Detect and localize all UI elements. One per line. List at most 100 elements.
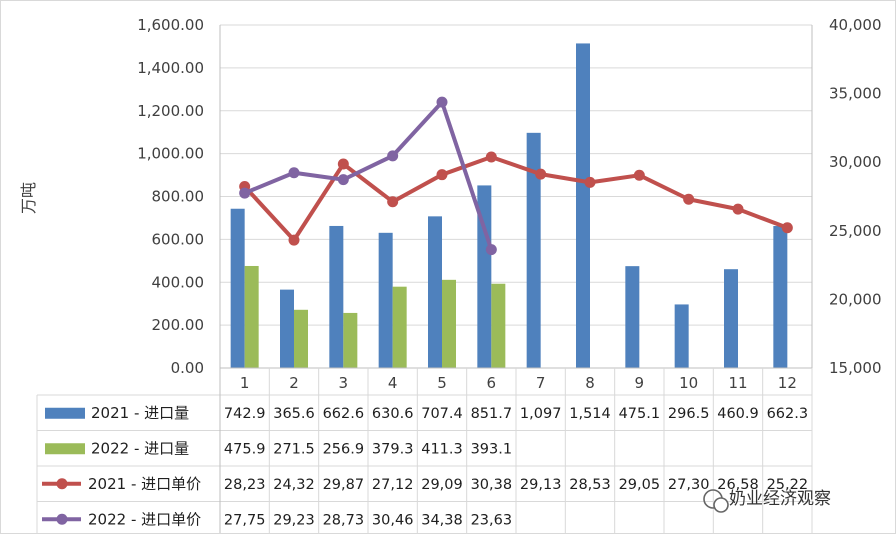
line-marker bbox=[781, 222, 793, 234]
data-label: 29,09 bbox=[421, 477, 463, 493]
series-line bbox=[243, 154, 789, 243]
bar bbox=[244, 265, 259, 368]
data-label: 742.9 bbox=[224, 406, 266, 422]
y2-tick-label: 15,000 bbox=[829, 359, 882, 377]
line-marker bbox=[387, 196, 399, 208]
data-label: 475.1 bbox=[619, 406, 661, 422]
data-label: 28,73 bbox=[323, 512, 365, 528]
wechat-icon bbox=[703, 489, 729, 513]
legend-swatch bbox=[56, 478, 68, 490]
bar bbox=[491, 283, 506, 368]
legend-label: 2021 - 进口单价 bbox=[88, 475, 201, 493]
data-label: 475.9 bbox=[224, 441, 266, 457]
line-marker bbox=[535, 168, 547, 180]
line-marker bbox=[337, 174, 349, 186]
bar bbox=[294, 309, 308, 368]
data-label: 29,05 bbox=[619, 477, 661, 493]
data-label: 662.6 bbox=[323, 406, 365, 422]
bar bbox=[625, 266, 640, 368]
data-label: 271.5 bbox=[273, 441, 315, 457]
y2-tick-label: 20,000 bbox=[829, 290, 882, 308]
y-tick-label: 0.00 bbox=[171, 359, 204, 377]
x-tick-label: 4 bbox=[388, 374, 398, 392]
data-label: 30,46 bbox=[372, 512, 414, 528]
data-label: 27,12 bbox=[372, 477, 414, 493]
data-label: 256.9 bbox=[323, 441, 365, 457]
legend-label: 2022 - 进口量 bbox=[91, 439, 189, 457]
line-marker bbox=[436, 96, 448, 108]
x-tick-label: 2 bbox=[289, 374, 299, 392]
x-tick-label: 10 bbox=[679, 374, 698, 392]
bar bbox=[773, 226, 788, 368]
data-label: 630.6 bbox=[372, 406, 414, 422]
line-marker bbox=[239, 187, 251, 199]
bar bbox=[428, 216, 442, 368]
x-tick-label: 3 bbox=[339, 374, 349, 392]
line-marker bbox=[485, 151, 497, 163]
legend-label: 2021 - 进口量 bbox=[91, 404, 189, 422]
bar bbox=[674, 304, 689, 368]
data-label: 30,38 bbox=[471, 477, 513, 493]
x-tick-label: 12 bbox=[778, 374, 797, 392]
y-tick-label: 1,200.00 bbox=[137, 102, 204, 120]
y2-tick-label: 40,000 bbox=[829, 16, 882, 34]
bar bbox=[477, 185, 492, 368]
line-marker bbox=[387, 150, 399, 162]
legend-swatch bbox=[45, 443, 85, 455]
line-marker bbox=[288, 234, 300, 246]
y-axis-title: 万吨 bbox=[19, 182, 38, 214]
watermark-text: 奶业经济观察 bbox=[729, 489, 831, 509]
legend-swatch bbox=[56, 513, 68, 525]
series-line bbox=[243, 100, 494, 251]
x-tick-label: 8 bbox=[585, 374, 595, 392]
data-label: 29,13 bbox=[520, 477, 562, 493]
data-label: 28,23 bbox=[224, 477, 266, 493]
bar bbox=[230, 208, 245, 368]
line-marker bbox=[633, 169, 645, 181]
line-marker bbox=[732, 203, 744, 215]
data-label: 26,58 bbox=[717, 477, 759, 493]
data-label: 27,75 bbox=[224, 512, 266, 528]
y-tick-label: 200.00 bbox=[152, 316, 205, 334]
data-label: 1,097 bbox=[520, 406, 562, 422]
data-label: 29,87 bbox=[323, 477, 365, 493]
bar bbox=[576, 43, 590, 368]
bar bbox=[329, 225, 344, 368]
y-tick-label: 400.00 bbox=[152, 273, 205, 291]
x-tick-label: 11 bbox=[728, 374, 747, 392]
line-marker bbox=[288, 167, 300, 179]
data-label: 25,22 bbox=[767, 477, 809, 493]
y-tick-label: 1,400.00 bbox=[137, 59, 204, 77]
data-label: 24,32 bbox=[273, 477, 315, 493]
data-label: 460.9 bbox=[717, 406, 759, 422]
data-label: 27,30 bbox=[668, 477, 710, 493]
x-tick-label: 7 bbox=[536, 374, 546, 392]
data-label: 851.7 bbox=[471, 406, 513, 422]
data-label: 34,38 bbox=[421, 512, 463, 528]
bar bbox=[343, 312, 358, 368]
line-marker bbox=[485, 244, 497, 256]
y2-tick-label: 30,000 bbox=[829, 153, 882, 171]
bar bbox=[526, 132, 541, 368]
data-label: 662.3 bbox=[767, 406, 809, 422]
x-tick-label: 5 bbox=[437, 374, 447, 392]
line-marker bbox=[584, 176, 596, 188]
data-label: 393.1 bbox=[471, 441, 513, 457]
bar bbox=[280, 289, 294, 368]
bar bbox=[724, 269, 738, 368]
data-label: 365.6 bbox=[273, 406, 315, 422]
x-tick-label: 6 bbox=[487, 374, 497, 392]
y2-tick-label: 25,000 bbox=[829, 222, 882, 240]
data-label: 28,53 bbox=[569, 477, 611, 493]
legend-label: 2022 - 进口单价 bbox=[88, 510, 201, 528]
data-label: 707.4 bbox=[421, 406, 463, 422]
y2-tick-label: 35,000 bbox=[829, 85, 882, 103]
bar bbox=[378, 232, 393, 368]
data-label: 23,63 bbox=[471, 512, 513, 528]
y-tick-label: 1,000.00 bbox=[137, 145, 204, 163]
data-label: 29,23 bbox=[273, 512, 315, 528]
bar bbox=[442, 279, 456, 368]
data-label: 411.3 bbox=[421, 441, 463, 457]
